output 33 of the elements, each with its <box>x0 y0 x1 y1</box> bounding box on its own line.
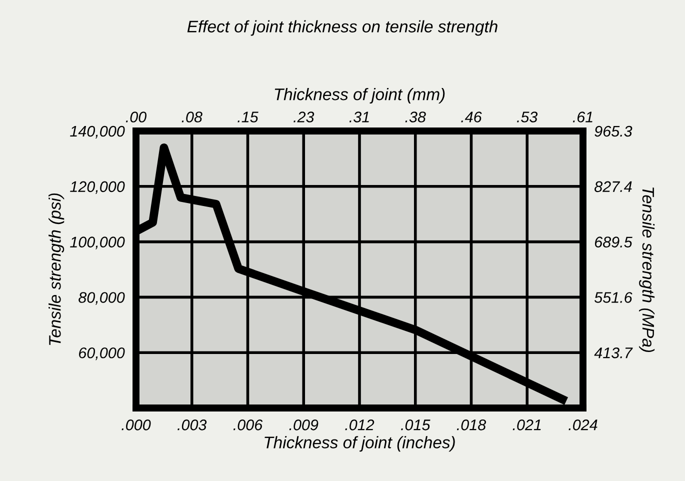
x2-axis-title: Thickness of joint (mm) <box>274 88 445 104</box>
x2-tick-label: .15 <box>238 112 258 122</box>
y-tick-label: 140,000 <box>70 126 125 138</box>
x-tick-label: .015 <box>401 420 430 430</box>
x2-tick-label: .46 <box>461 112 482 122</box>
chart-title: Effect of joint thickness on tensile strength <box>187 20 498 36</box>
x2-tick-label: .53 <box>517 112 538 122</box>
x2-tick-label: .61 <box>572 112 592 122</box>
y2-tick-label: 689.5 <box>594 236 632 248</box>
x-tick-label: .000 <box>122 420 151 430</box>
y-axis-title: Tensile strength (psi) <box>48 193 64 346</box>
y2-axis-title: Tensile strength (MPa) <box>639 187 655 352</box>
x-tick-label: .003 <box>178 420 207 430</box>
x-tick-label: .006 <box>233 420 263 430</box>
x2-tick-label: .38 <box>405 112 426 122</box>
x2-tick-label: .23 <box>294 112 314 122</box>
x-tick-label: .021 <box>512 420 541 430</box>
x-tick-label: .012 <box>345 420 374 430</box>
y-tick-label: 60,000 <box>79 347 125 360</box>
y2-tick-label: 827.4 <box>594 181 632 192</box>
x-axis-title: Thickness of joint (inches) <box>264 436 455 452</box>
x2-tick-label: .31 <box>349 112 369 122</box>
x2-tick-label: .00 <box>126 112 146 122</box>
x-tick-label: .024 <box>568 420 598 430</box>
y2-tick-label: 551.6 <box>594 292 632 303</box>
y2-tick-label: 965.3 <box>594 126 632 137</box>
y-tick-label: 80,000 <box>78 292 125 305</box>
x-tick-label: .009 <box>289 420 318 430</box>
y-tick-label: 100,000 <box>70 236 125 250</box>
y2-tick-label: 413.7 <box>594 347 633 358</box>
x-tick-label: .018 <box>456 420 486 430</box>
x2-tick-label: .08 <box>182 112 202 122</box>
y-tick-label: 120,000 <box>70 181 125 194</box>
